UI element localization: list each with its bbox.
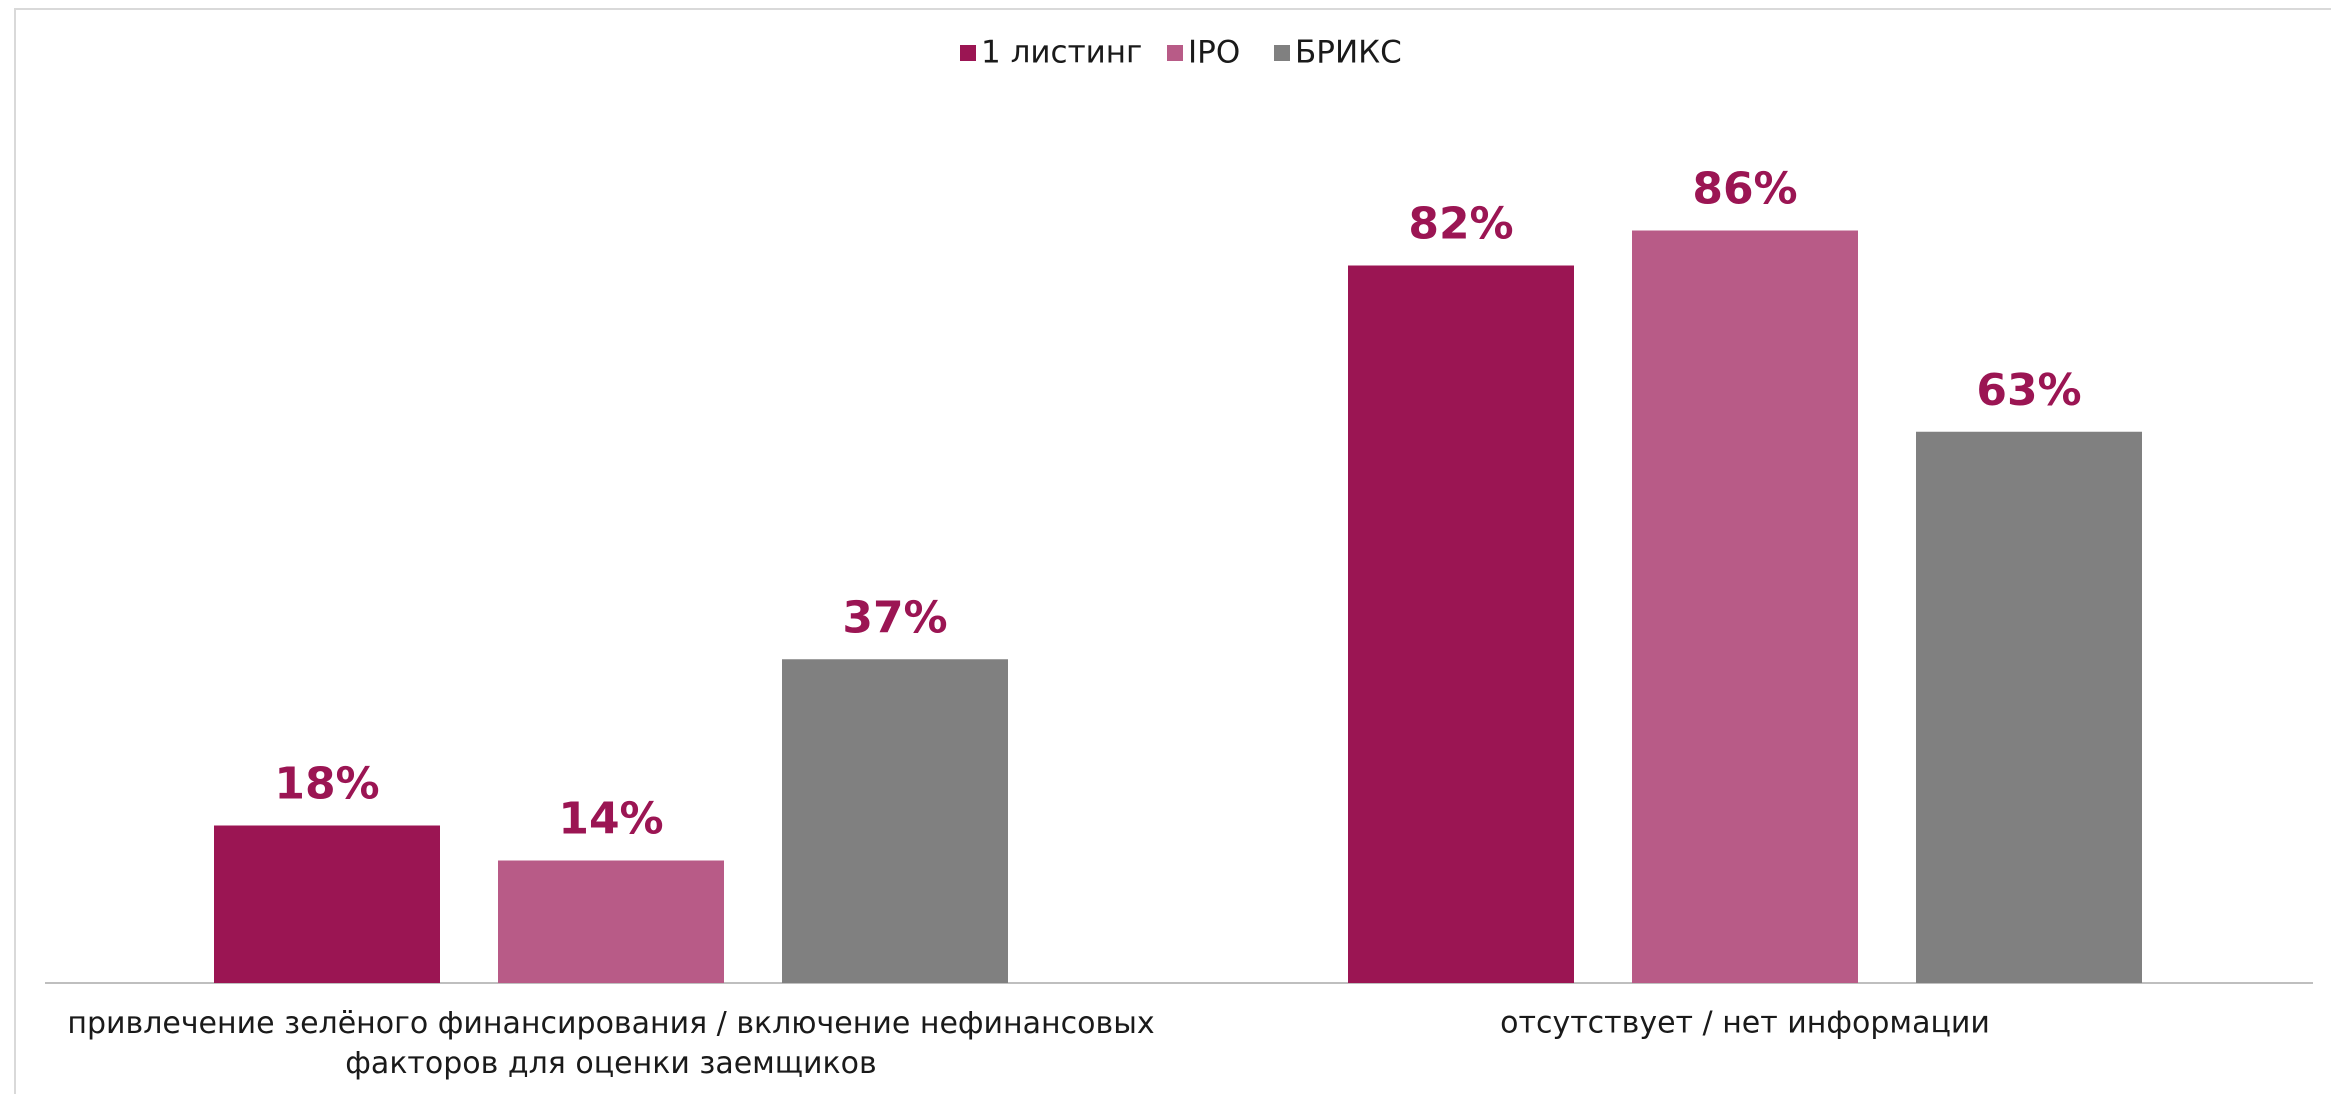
x-tick-label: привлечение зелёного финансирования / вк… [67, 1006, 1154, 1081]
x-tick-label: отсутствует / нет информации [1500, 1006, 1990, 1041]
legend-label: IPO [1188, 35, 1240, 71]
label-line: факторов для оценки заемщиков [345, 1046, 876, 1081]
legend-label: 1 листинг [981, 35, 1142, 71]
bar [1632, 230, 1858, 983]
bar [214, 825, 440, 983]
value-label: 37% [842, 592, 947, 643]
chart-frame [14, 8, 2331, 1094]
legend-label: БРИКС [1295, 35, 1402, 71]
value-label: 18% [274, 759, 379, 810]
value-label: 86% [1692, 164, 1797, 215]
value-label: 82% [1408, 199, 1513, 250]
bar [1348, 265, 1574, 983]
legend-swatch [960, 45, 976, 61]
legend-swatch [1274, 45, 1290, 61]
bar [1916, 431, 2142, 983]
value-label: 14% [558, 794, 663, 845]
legend-swatch [1167, 45, 1183, 61]
value-label: 63% [1976, 365, 2081, 416]
bar [782, 659, 1008, 983]
bar [498, 860, 724, 983]
label-line: привлечение зелёного финансирования / вк… [67, 1006, 1154, 1041]
